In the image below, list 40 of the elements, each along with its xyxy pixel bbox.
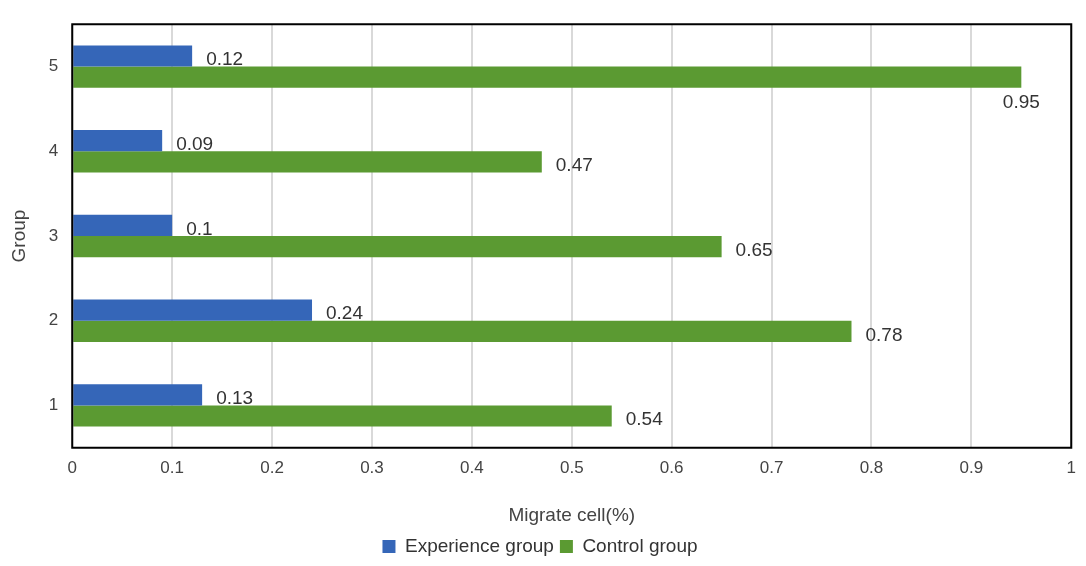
bar — [73, 236, 722, 258]
data-label: 0.13 — [216, 387, 254, 409]
data-label: 0.24 — [326, 302, 364, 324]
x-tick-label: 1 — [1066, 457, 1077, 477]
data-label: 0.65 — [735, 238, 773, 260]
x-tick-label: 0.5 — [559, 457, 584, 477]
data-label: 0.95 — [1002, 91, 1040, 113]
bar — [73, 214, 173, 236]
x-tick-label: 0.6 — [659, 457, 684, 477]
y-tick-label: 3 — [48, 225, 59, 245]
x-axis-title: Migrate cell(%) — [508, 503, 636, 525]
bar — [73, 384, 203, 406]
x-tick-label: 0.3 — [360, 457, 384, 477]
y-axis-title: Group — [7, 209, 29, 263]
x-tick-label: 0.4 — [460, 457, 484, 477]
y-tick-label: 1 — [48, 395, 59, 415]
x-tick-label: 0.9 — [959, 457, 984, 477]
x-tick-label: 0.7 — [759, 457, 784, 477]
x-tick-label: 0.8 — [859, 457, 884, 477]
bar — [73, 45, 193, 67]
data-label: 0.54 — [625, 408, 664, 430]
y-tick-label: 4 — [48, 140, 59, 160]
x-tick-label: 0.2 — [260, 457, 284, 477]
bar — [73, 320, 852, 342]
legend-label: Experience group — [404, 534, 554, 556]
data-label: 0.09 — [176, 132, 214, 154]
data-label: 0.12 — [206, 48, 244, 70]
bar — [73, 299, 313, 321]
bar — [73, 130, 163, 152]
x-tick-label: 0.1 — [160, 457, 184, 477]
data-label: 0.47 — [555, 154, 593, 176]
data-label: 0.78 — [865, 323, 903, 345]
legend-label: Control group — [582, 534, 698, 556]
bar — [73, 405, 612, 427]
y-tick-label: 2 — [48, 310, 59, 330]
x-tick-label: 0 — [67, 457, 77, 477]
y-tick-label: 5 — [48, 56, 59, 76]
data-label: 0.1 — [186, 217, 213, 239]
bar — [73, 66, 1022, 88]
bar — [73, 151, 542, 173]
